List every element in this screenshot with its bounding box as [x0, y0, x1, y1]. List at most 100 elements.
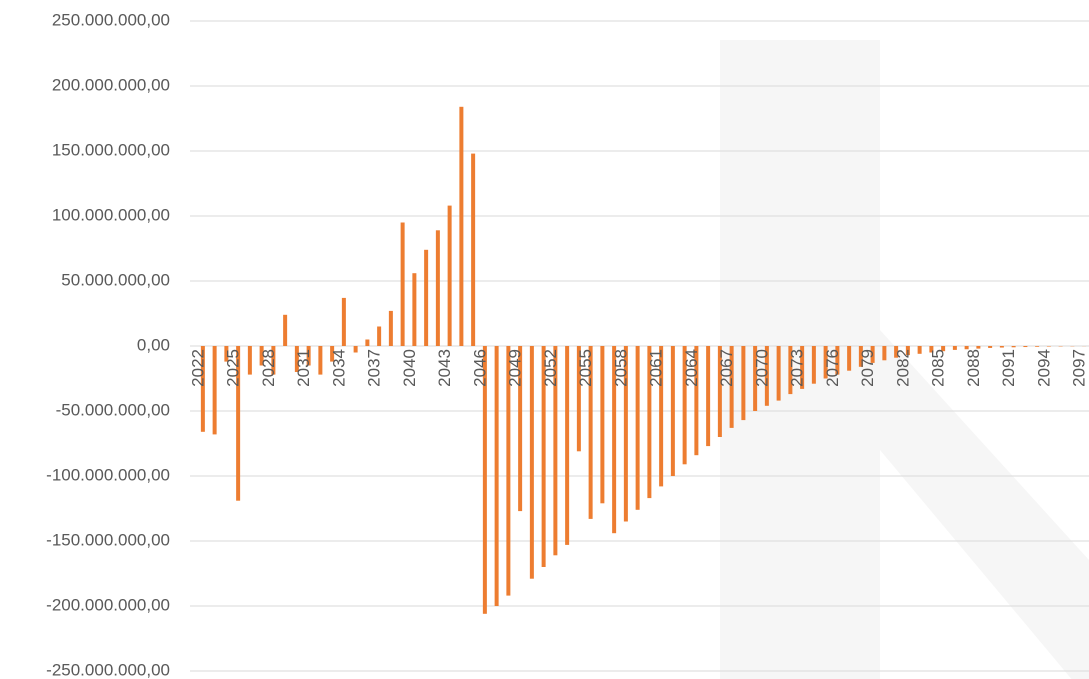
- bar: [330, 346, 335, 362]
- x-tick-label: 2085: [929, 349, 948, 387]
- bar: [741, 346, 746, 421]
- x-tick-label: 2082: [893, 349, 912, 387]
- bar: [588, 346, 593, 519]
- bar: [894, 346, 899, 358]
- x-tick-label: 2073: [788, 349, 807, 387]
- x-tick-label: 2067: [717, 349, 736, 387]
- x-tick-label: 2091: [999, 349, 1018, 387]
- bar: [882, 346, 887, 361]
- x-tick-label: 2043: [435, 349, 454, 387]
- bar: [764, 346, 769, 406]
- bar: [976, 346, 981, 349]
- x-tick-label: 2052: [541, 349, 560, 387]
- x-tick-label: 2070: [752, 349, 771, 387]
- x-tick-label: 2061: [647, 349, 666, 387]
- bar: [870, 346, 875, 363]
- bar: [506, 346, 511, 596]
- bar: [729, 346, 734, 428]
- bar: [412, 273, 417, 346]
- bar: [424, 249, 429, 346]
- bar: [200, 346, 205, 432]
- bar: [647, 346, 652, 499]
- x-tick-label: 2031: [294, 349, 313, 387]
- bar: [306, 346, 311, 366]
- bar: [341, 297, 346, 346]
- x-tick-label: 2097: [1070, 349, 1089, 387]
- y-tick-label: -250.000.000,00: [46, 660, 170, 679]
- bar: [224, 346, 229, 362]
- bar: [929, 346, 934, 353]
- y-tick-label: -150.000.000,00: [46, 530, 170, 549]
- bar: [659, 346, 664, 487]
- bar: [494, 346, 499, 606]
- x-tick-label: 2046: [470, 349, 489, 387]
- bar: [435, 230, 440, 346]
- bar: [212, 346, 217, 435]
- x-tick-label: 2022: [188, 349, 207, 387]
- bar: [236, 346, 241, 501]
- bar: [377, 326, 382, 346]
- bar: [482, 346, 487, 614]
- bar: [400, 222, 405, 346]
- bar: [447, 205, 452, 346]
- x-tick-label: 2028: [259, 349, 278, 387]
- bar: [623, 346, 628, 522]
- bar: [1035, 346, 1040, 347]
- bar: [283, 314, 288, 346]
- bar: [823, 346, 828, 379]
- bar: [565, 346, 570, 545]
- x-tick-label: 2040: [400, 349, 419, 387]
- bar: [717, 346, 722, 437]
- x-tick-label: 2025: [224, 349, 243, 387]
- x-tick-label: 2094: [1034, 349, 1053, 387]
- y-tick-label: 200.000.000,00: [52, 75, 170, 94]
- bar: [952, 346, 957, 350]
- bar: [353, 346, 358, 353]
- bar: [541, 346, 546, 567]
- bar: [459, 106, 464, 346]
- y-tick-label: 150.000.000,00: [52, 140, 170, 159]
- bar: [776, 346, 781, 401]
- x-tick-label: 2076: [823, 349, 842, 387]
- bar: [753, 346, 758, 411]
- bar: [635, 346, 640, 510]
- bar: [518, 346, 523, 512]
- y-tick-label: -100.000.000,00: [46, 465, 170, 484]
- y-tick-label: -50.000.000,00: [56, 400, 170, 419]
- bar: [1023, 346, 1028, 348]
- x-tick-label: 2058: [611, 349, 630, 387]
- bar: [553, 346, 558, 556]
- x-tick-label: 2079: [858, 349, 877, 387]
- bar: [529, 346, 534, 579]
- bar: [694, 346, 699, 456]
- x-tick-label: 2055: [576, 349, 595, 387]
- bar: [682, 346, 687, 465]
- bar: [612, 346, 617, 534]
- bar: [670, 346, 675, 476]
- x-tick-label: 2037: [365, 349, 384, 387]
- bar: [835, 346, 840, 375]
- bar: [800, 346, 805, 389]
- bar: [988, 346, 993, 348]
- y-tick-label: 100.000.000,00: [52, 205, 170, 224]
- bar: [788, 346, 793, 395]
- y-tick-label: 50.000.000,00: [61, 270, 170, 289]
- bar: [471, 153, 476, 346]
- y-tick-label: -200.000.000,00: [46, 595, 170, 614]
- bar: [999, 346, 1004, 348]
- bar: [905, 346, 910, 356]
- y-tick-label: 250.000.000,00: [52, 10, 170, 29]
- bar: [858, 346, 863, 367]
- bar: [941, 346, 946, 352]
- bar: [811, 346, 816, 384]
- bar: [388, 310, 393, 346]
- bar: [1046, 346, 1051, 347]
- bar: [917, 346, 922, 354]
- bar: [600, 346, 605, 504]
- x-tick-label: 2064: [682, 349, 701, 387]
- bar: [259, 346, 264, 366]
- watermark: [720, 40, 1089, 679]
- bar: [271, 346, 276, 375]
- bar: [247, 346, 252, 375]
